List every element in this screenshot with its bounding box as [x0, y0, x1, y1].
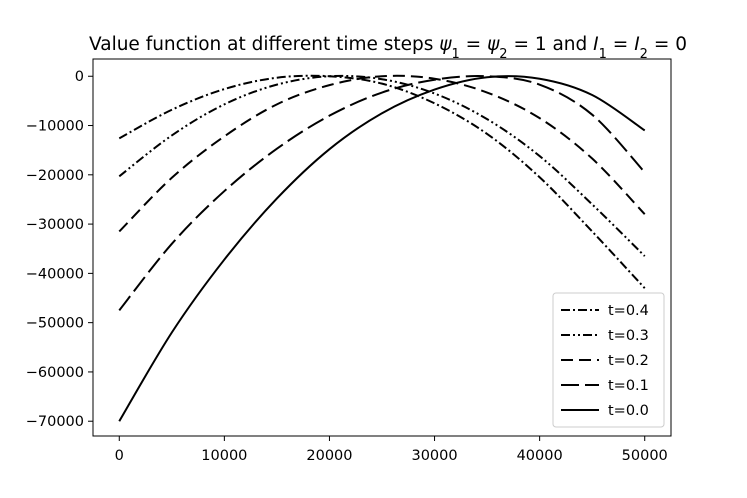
legend-entry: t=0.1 — [608, 378, 649, 394]
legend-entry: t=0.0 — [608, 403, 649, 419]
y-tick-label: −70000 — [26, 414, 84, 430]
series-line-t-0-0 — [118, 75, 646, 422]
chart-title: Value function at different time steps ψ… — [89, 34, 687, 62]
legend-entry: t=0.2 — [608, 353, 649, 369]
y-tick-label: −30000 — [26, 217, 84, 233]
series-line-t-0-3 — [118, 74, 646, 257]
x-tick-label: 50000 — [622, 448, 668, 464]
x-tick-label: 30000 — [411, 448, 457, 464]
legend-entry: t=0.3 — [608, 328, 649, 344]
legend-entry: t=0.4 — [608, 303, 649, 319]
x-tick-label: 40000 — [517, 448, 563, 464]
x-tick-label: 0 — [115, 448, 124, 464]
x-tick-label: 20000 — [306, 448, 352, 464]
x-tick-label: 10000 — [201, 448, 247, 464]
y-tick-label: 0 — [75, 69, 84, 85]
y-tick-label: −40000 — [26, 266, 84, 282]
y-tick-label: −60000 — [26, 365, 84, 381]
plot-area: 0 10000 20000 30000 40000 50000 0 −10000 −20000 −… — [26, 58, 672, 464]
y-tick-label: −10000 — [26, 119, 84, 135]
series-line-t-0-2 — [118, 74, 646, 233]
axes-frame — [92, 58, 672, 437]
series-line-t-0-4 — [118, 74, 646, 289]
y-tick-label: −50000 — [26, 316, 84, 332]
series-line-t-0-1 — [118, 75, 646, 311]
legend-box — [552, 292, 665, 428]
y-tick-label: −20000 — [26, 168, 84, 184]
